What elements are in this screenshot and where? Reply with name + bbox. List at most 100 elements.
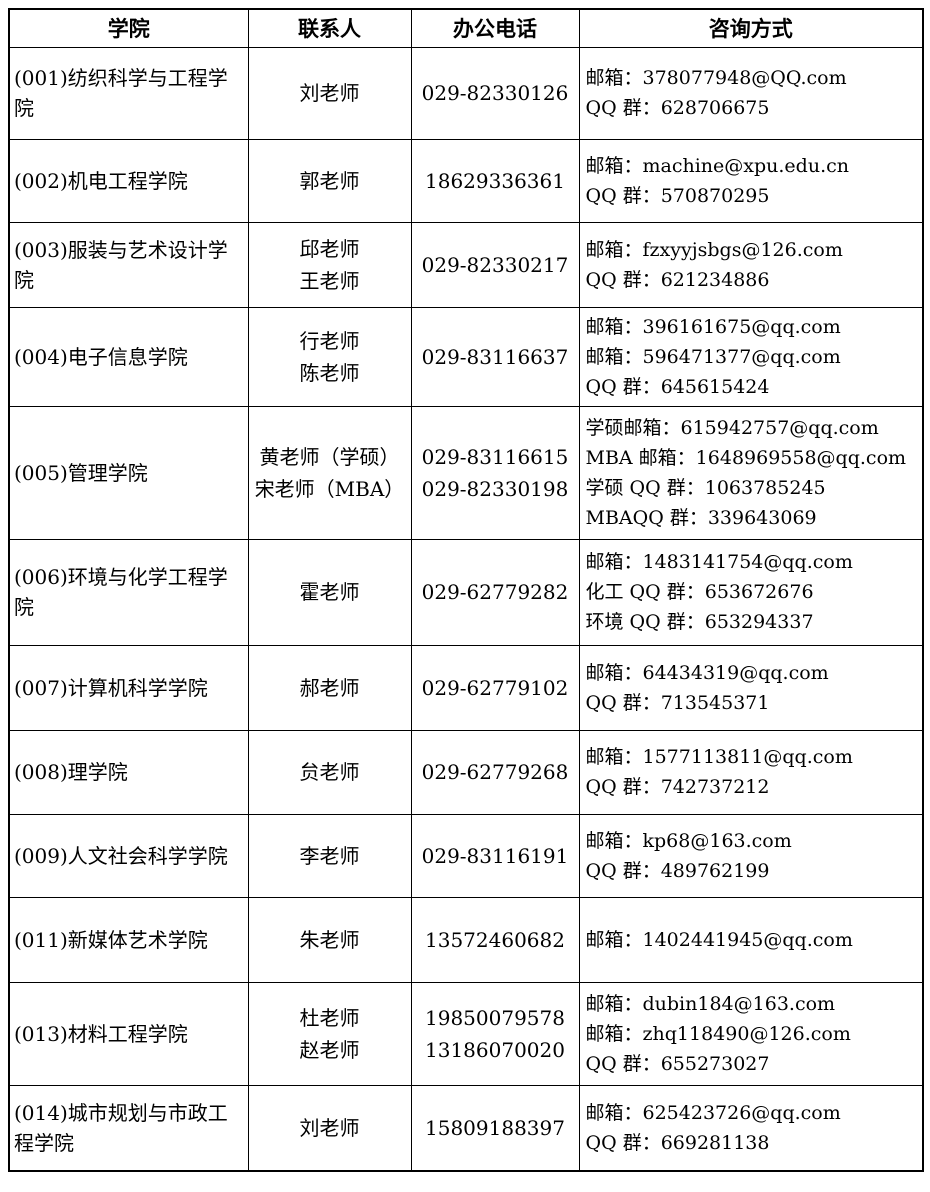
info-line: 邮箱：zhq118490@126.com xyxy=(585,1022,851,1045)
info-line: 学硕 QQ 群：1063785245 xyxy=(585,476,826,499)
info-line: 邮箱：396161675@qq.com xyxy=(585,315,841,338)
contact-cell: 朱老师 xyxy=(247,896,412,983)
info-cell: 邮箱：1483141754@qq.com 化工 QQ 群：653672676 环… xyxy=(578,538,924,646)
phone-number: 13186070020 xyxy=(425,1037,565,1062)
college-cell: (006)环境与化学工程学院 xyxy=(8,538,249,646)
phone-number: 19850079578 xyxy=(425,1005,565,1030)
contact-name: 王老师 xyxy=(299,268,360,293)
contact-cell: 郭老师 xyxy=(247,138,412,223)
contact-name: 行老师 xyxy=(299,328,360,353)
col-header-consult: 咨询方式 xyxy=(578,8,924,48)
info-line: QQ 群：713545371 xyxy=(585,691,770,714)
contact-name: 郭老师 xyxy=(299,168,360,193)
phone-cell: 029-83116637 xyxy=(410,306,580,407)
table-row: (002)机电工程学院 郭老师 18629336361 邮箱：machine@x… xyxy=(8,138,924,223)
college-cell: (001)纺织科学与工程学院 xyxy=(8,46,249,140)
info-line: MBA 邮箱：1648969558@qq.com xyxy=(585,446,907,469)
info-line: 邮箱：625423726@qq.com xyxy=(585,1101,841,1124)
info-cell: 邮箱：machine@xpu.edu.cn QQ 群：570870295 xyxy=(578,138,924,223)
phone-number: 029-82330217 xyxy=(421,252,569,277)
info-line: 邮箱：kp68@163.com xyxy=(585,829,792,852)
college-cell: (008)理学院 xyxy=(8,729,249,815)
table-row: (007)计算机科学学院 郝老师 029-62779102 邮箱：6443431… xyxy=(8,644,924,731)
phone-cell: 15809188397 xyxy=(410,1084,580,1172)
info-line: 邮箱：596471377@qq.com xyxy=(585,345,841,368)
header-row: 学院 联系人 办公电话 咨询方式 xyxy=(8,8,924,48)
college-cell: (009)人文社会科学学院 xyxy=(8,813,249,898)
info-line: 邮箱：1402441945@qq.com xyxy=(585,928,853,951)
table-row: (008)理学院 贠老师 029-62779268 邮箱：1577113811@… xyxy=(8,729,924,815)
college-cell: (011)新媒体艺术学院 xyxy=(8,896,249,983)
col-header-college: 学院 xyxy=(8,8,249,48)
table-row: (001)纺织科学与工程学院 刘老师 029-82330126 邮箱：37807… xyxy=(8,46,924,140)
contact-name: 贠老师 xyxy=(299,760,360,784)
phone-cell: 18629336361 xyxy=(410,138,580,223)
info-line: 邮箱：64434319@qq.com xyxy=(585,661,829,684)
contact-cell: 贠老师 xyxy=(247,729,412,815)
contact-cell: 邱老师 王老师 xyxy=(247,221,412,308)
info-cell: 邮箱：396161675@qq.com 邮箱：596471377@qq.com … xyxy=(578,306,924,407)
table-row: (005)管理学院 黄老师（学硕） 宋老师（MBA） 029-83116615 … xyxy=(8,405,924,540)
info-cell: 邮箱：1577113811@qq.com QQ 群：742737212 xyxy=(578,729,924,815)
contact-cell: 黄老师（学硕） 宋老师（MBA） xyxy=(247,405,412,540)
phone-number: 18629336361 xyxy=(425,168,565,193)
info-line: QQ 群：489762199 xyxy=(585,859,770,882)
info-line: QQ 群：742737212 xyxy=(585,776,770,798)
table-row: (006)环境与化学工程学院 霍老师 029-62779282 邮箱：14831… xyxy=(8,538,924,646)
contact-cell: 刘老师 xyxy=(247,46,412,140)
info-line: MBAQQ 群：339643069 xyxy=(585,506,817,529)
info-cell: 邮箱：378077948@QQ.com QQ 群：628706675 xyxy=(578,46,924,140)
phone-cell: 029-62779268 xyxy=(410,729,580,815)
col-header-phone: 办公电话 xyxy=(410,8,580,48)
phone-number: 029-62779268 xyxy=(421,760,569,784)
phone-number: 029-83116637 xyxy=(421,344,569,369)
info-cell: 学硕邮箱：615942757@qq.com MBA 邮箱：1648969558@… xyxy=(578,405,924,540)
contact-cell: 刘老师 xyxy=(247,1084,412,1172)
college-cell: (002)机电工程学院 xyxy=(8,138,249,223)
phone-cell: 029-83116191 xyxy=(410,813,580,898)
college-cell: (004)电子信息学院 xyxy=(8,306,249,407)
info-cell: 邮箱：64434319@qq.com QQ 群：713545371 xyxy=(578,644,924,731)
info-line: QQ 群：669281138 xyxy=(585,1131,770,1154)
table-row: (009)人文社会科学学院 李老师 029-83116191 邮箱：kp68@1… xyxy=(8,813,924,898)
info-cell: 邮箱：dubin184@163.com 邮箱：zhq118490@126.com… xyxy=(578,981,924,1086)
col-header-contact: 联系人 xyxy=(247,8,412,48)
college-cell: (003)服装与艺术设计学院 xyxy=(8,221,249,308)
phone-cell: 029-82330217 xyxy=(410,221,580,308)
table-row: (014)城市规划与市政工程学院 刘老师 15809188397 邮箱：6254… xyxy=(8,1084,924,1172)
college-cell: (007)计算机科学学院 xyxy=(8,644,249,731)
info-line: QQ 群：645615424 xyxy=(585,375,770,398)
info-line: QQ 群：621234886 xyxy=(585,268,770,291)
table-row: (004)电子信息学院 行老师 陈老师 029-83116637 邮箱：3961… xyxy=(8,306,924,407)
info-line: 化工 QQ 群：653672676 xyxy=(585,581,814,603)
contact-name: 邱老师 xyxy=(299,236,360,261)
info-line: 邮箱：1483141754@qq.com xyxy=(585,551,853,573)
phone-cell: 13572460682 xyxy=(410,896,580,983)
phone-number: 029-82330198 xyxy=(421,476,569,501)
contact-name: 宋老师（MBA） xyxy=(254,476,405,501)
phone-number: 13572460682 xyxy=(425,927,565,952)
phone-cell: 029-62779102 xyxy=(410,644,580,731)
info-cell: 邮箱：625423726@qq.com QQ 群：669281138 xyxy=(578,1084,924,1172)
info-line: QQ 群：628706675 xyxy=(585,97,770,119)
phone-number: 029-62779282 xyxy=(421,580,569,604)
contact-cell: 霍老师 xyxy=(247,538,412,646)
info-line: 邮箱：dubin184@163.com xyxy=(585,992,836,1015)
contact-name: 陈老师 xyxy=(299,360,360,385)
info-line: 邮箱：378077948@QQ.com xyxy=(585,67,847,89)
college-cell: (005)管理学院 xyxy=(8,405,249,540)
info-cell: 邮箱：fzxyyjsbgs@126.com QQ 群：621234886 xyxy=(578,221,924,308)
info-line: QQ 群：655273027 xyxy=(585,1052,770,1075)
phone-cell: 19850079578 13186070020 xyxy=(410,981,580,1086)
info-line: 邮箱：machine@xpu.edu.cn xyxy=(585,154,850,177)
phone-number: 029-82330126 xyxy=(421,81,569,105)
phone-cell: 029-82330126 xyxy=(410,46,580,140)
contact-name: 刘老师 xyxy=(299,1115,360,1140)
info-line: 环境 QQ 群：653294337 xyxy=(585,611,814,633)
contact-cell: 杜老师 赵老师 xyxy=(247,981,412,1086)
contact-name: 黄老师（学硕） xyxy=(259,444,400,469)
phone-number: 15809188397 xyxy=(425,1115,565,1140)
info-cell: 邮箱：kp68@163.com QQ 群：489762199 xyxy=(578,813,924,898)
contact-cell: 行老师 陈老师 xyxy=(247,306,412,407)
contact-name: 李老师 xyxy=(299,843,360,868)
